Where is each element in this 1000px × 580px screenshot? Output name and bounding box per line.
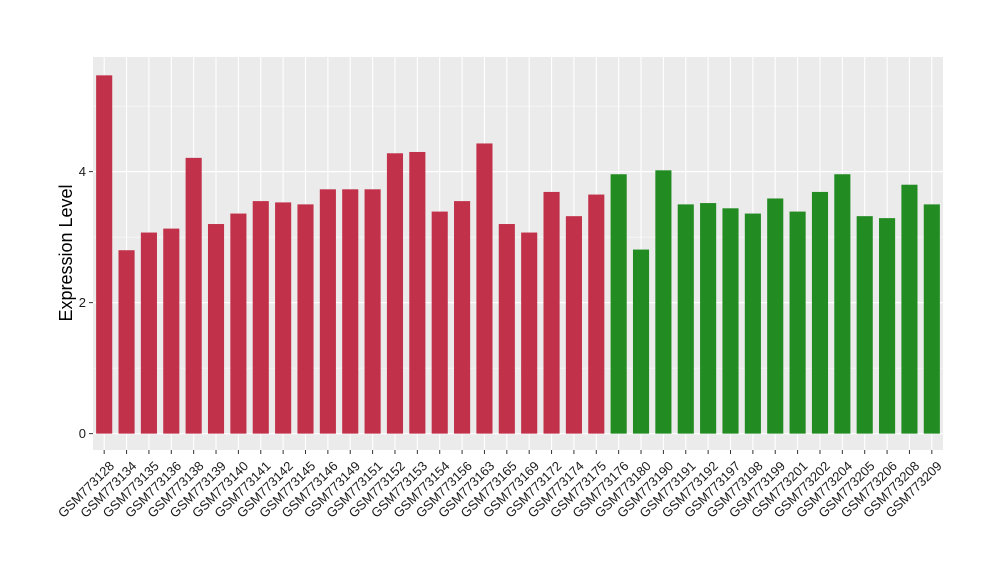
bar-GSM773199 (767, 198, 784, 434)
bar-GSM773151 (364, 189, 381, 434)
y-axis-title: Expression Level (56, 184, 76, 321)
x-axis: GSM773128GSM773134GSM773135GSM773136GSM7… (55, 450, 945, 521)
bar-GSM773208 (901, 184, 918, 434)
bar-GSM773176 (610, 174, 627, 434)
bar-GSM773192 (700, 203, 717, 434)
bar-GSM773206 (879, 218, 896, 434)
bar-GSM773204 (834, 174, 851, 434)
bar-GSM773198 (744, 213, 761, 434)
bar-GSM773163 (476, 143, 493, 434)
bar-GSM773174 (565, 216, 582, 434)
bar-GSM773134 (118, 250, 135, 434)
bar-GSM773175 (588, 194, 605, 434)
bar-GSM773152 (386, 153, 404, 434)
bar-GSM773149 (342, 189, 359, 434)
bar-GSM773169 (521, 232, 538, 434)
bar-GSM773146 (319, 189, 336, 434)
bar-GSM773180 (632, 249, 650, 434)
bar-GSM773140 (230, 213, 247, 434)
bar-GSM773153 (409, 151, 426, 434)
y-tick-label: 0 (79, 426, 86, 441)
bar-GSM773209 (923, 204, 940, 434)
bar-GSM773197 (722, 208, 739, 434)
bar-GSM773205 (856, 216, 873, 434)
y-tick-label: 2 (79, 295, 86, 310)
y-tick-label: 4 (79, 164, 86, 179)
bar-GSM773141 (252, 201, 269, 434)
bar-GSM773142 (275, 202, 292, 434)
bar-GSM773190 (655, 170, 672, 434)
bar-GSM773136 (163, 228, 180, 434)
bar-GSM773156 (454, 201, 471, 434)
bar-GSM773165 (498, 224, 515, 434)
bar-GSM773138 (185, 157, 202, 434)
bars (96, 75, 940, 434)
bar-GSM773191 (677, 204, 694, 434)
bar-GSM773172 (543, 191, 560, 434)
bar-GSM773135 (140, 232, 157, 434)
bar-GSM773201 (789, 211, 806, 434)
bar-GSM773154 (431, 211, 448, 434)
y-axis: 0 2 4 (79, 164, 93, 441)
bar-GSM773202 (811, 191, 829, 434)
bar-GSM773145 (297, 204, 314, 434)
bar-GSM773139 (207, 224, 225, 434)
bar-GSM773128 (96, 75, 113, 434)
